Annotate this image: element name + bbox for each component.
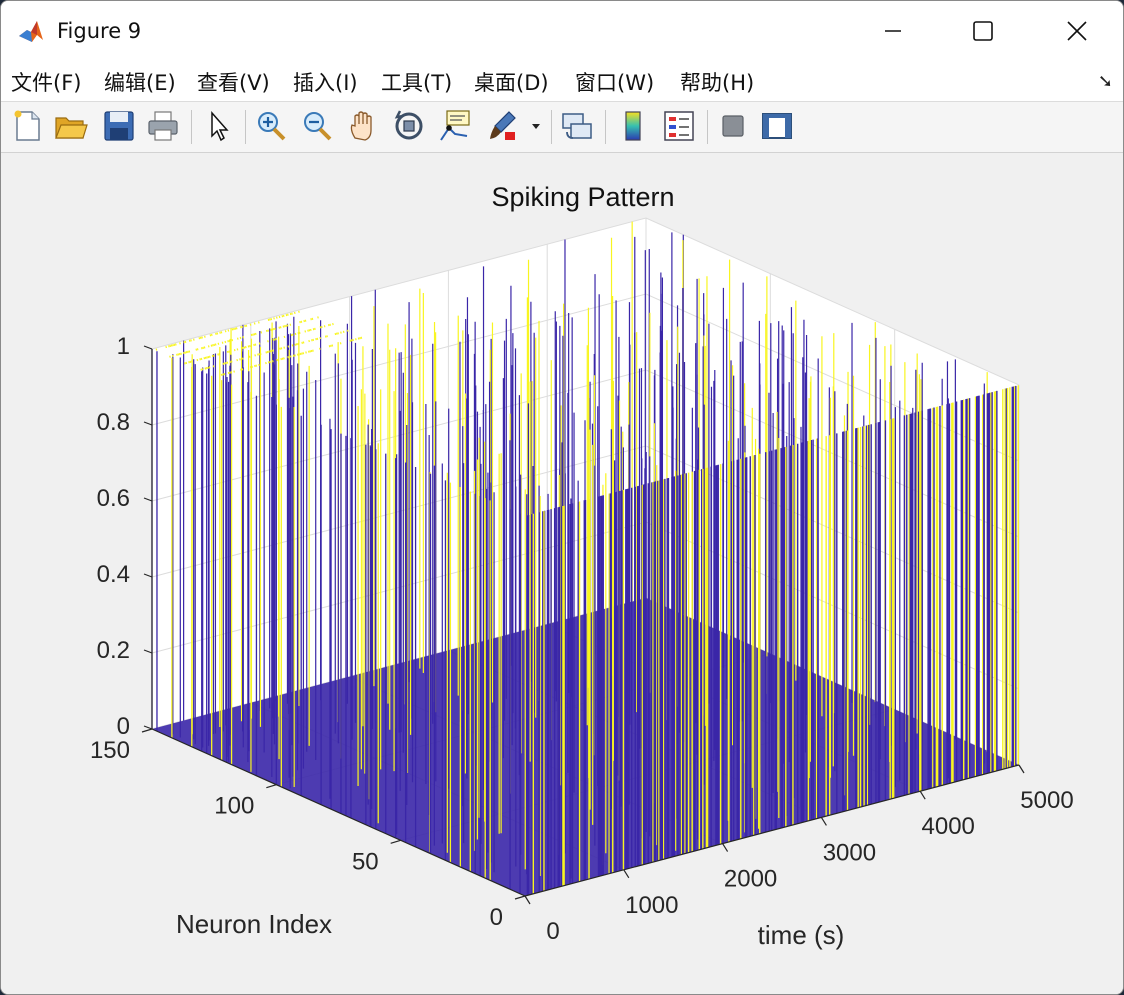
z-tick-label: 0.4 <box>97 561 130 588</box>
spike-surface <box>151 221 1019 896</box>
tick-labels: 01000200030004000500005010015000.20.40.6… <box>90 333 1074 945</box>
z-tick-label: 0 <box>117 713 130 740</box>
link-plot-icon[interactable] <box>559 108 595 144</box>
z-tick-label: 1 <box>117 333 130 360</box>
z-tick-label: 0.8 <box>97 409 130 436</box>
new-figure-icon[interactable] <box>9 108 45 144</box>
maximize-icon <box>973 21 993 41</box>
title-bar[interactable]: Figure 9 <box>1 1 1123 61</box>
x-tick-mark <box>623 869 630 879</box>
z-tick-mark <box>143 649 153 654</box>
y-tick-label: 0 <box>490 904 503 931</box>
x-axis-line <box>524 764 1020 897</box>
minimize-button[interactable] <box>847 1 939 61</box>
brush-icon[interactable] <box>485 108 521 144</box>
matlab-logo-icon <box>17 18 45 46</box>
spiking-pattern-3d-plot[interactable]: 01000200030004000500005010015000.20.40.6… <box>1 153 1123 994</box>
zoom-out-icon[interactable] <box>299 108 335 144</box>
data-cursor-icon[interactable] <box>437 108 473 144</box>
y-tick-label: 100 <box>214 793 254 820</box>
y-tick-label: 50 <box>352 848 379 875</box>
axes-box <box>141 345 1025 905</box>
menu-desktop[interactable]: 桌面(D) <box>474 71 549 95</box>
close-icon <box>1067 21 1087 41</box>
x-tick-label: 2000 <box>724 866 777 893</box>
menu-tools[interactable]: 工具(T) <box>381 71 453 95</box>
menu-help[interactable]: 帮助(H) <box>680 71 755 95</box>
edit-plot-arrow-icon[interactable] <box>201 108 237 144</box>
z-grid-line <box>151 293 1020 462</box>
z-tick-label: 0.6 <box>97 485 130 512</box>
z-tick-label: 0.2 <box>97 637 130 664</box>
z-tick-mark <box>143 725 153 730</box>
y-tick-mark <box>390 839 401 844</box>
print-icon[interactable] <box>145 108 181 144</box>
menu-insert[interactable]: 插入(I) <box>293 71 358 95</box>
y-axis-label: Neuron Index <box>176 909 332 939</box>
z-tick-mark <box>143 497 153 502</box>
x-tick-mark <box>1018 764 1025 774</box>
x-tick-mark <box>722 843 729 852</box>
z-tick-mark <box>143 421 153 426</box>
colorbar-icon[interactable] <box>615 108 651 144</box>
figure-toolbar <box>1 102 1123 153</box>
legend-icon[interactable] <box>661 108 697 144</box>
z-tick-mark <box>143 345 153 350</box>
x-tick-label: 0 <box>546 918 559 945</box>
menu-edit[interactable]: 编辑(E) <box>104 71 176 95</box>
open-file-icon[interactable] <box>53 108 89 144</box>
back-wall-x <box>646 218 1019 765</box>
y-axis-line <box>151 728 526 897</box>
x-tick-label: 5000 <box>1020 787 1073 814</box>
zoom-in-icon[interactable] <box>253 108 289 144</box>
y-tick-mark <box>514 895 526 900</box>
z-grid-line <box>151 369 1020 538</box>
rotate-3d-icon[interactable] <box>391 108 427 144</box>
undock-arrow-icon[interactable]: ➘ <box>1097 71 1113 91</box>
menu-file[interactable]: 文件(F) <box>11 71 82 95</box>
hide-plot-tools-icon[interactable] <box>715 108 751 144</box>
z-tick-mark <box>143 573 153 578</box>
x-axis-label: time (s) <box>758 920 845 950</box>
menu-view[interactable]: 查看(V) <box>197 71 270 95</box>
x-tick-mark <box>919 790 926 800</box>
x-tick-label: 3000 <box>823 839 876 866</box>
chart-title: Spiking Pattern <box>491 182 674 212</box>
maximize-button[interactable] <box>937 1 1029 61</box>
x-tick-label: 4000 <box>922 813 975 840</box>
y-tick-label: 150 <box>90 737 130 764</box>
x-tick-mark <box>524 895 531 905</box>
show-plot-tools-icon[interactable] <box>759 108 795 144</box>
z-grid-line <box>151 445 1020 614</box>
figure-canvas[interactable]: 0 1000 2000 3000 4000 5000 0 50 100 150 0 0.2 0.4 0.6… <box>1 153 1123 994</box>
x-tick-mark <box>820 817 827 826</box>
close-button[interactable] <box>1031 1 1123 61</box>
menu-bar: 文件(F) 编辑(E) 查看(V) 插入(I) 工具(T) 桌面(D) 窗口(W… <box>1 61 1123 102</box>
menu-window[interactable]: 窗口(W) <box>575 71 655 95</box>
pan-hand-icon[interactable] <box>345 108 381 144</box>
save-icon[interactable] <box>101 108 137 144</box>
minimize-icon <box>885 30 901 32</box>
y-tick-mark <box>141 728 153 733</box>
z-grid-line <box>151 217 1020 386</box>
y-tick-mark <box>266 784 277 789</box>
x-tick-label: 1000 <box>625 892 678 919</box>
brush-dropdown-icon[interactable] <box>529 108 543 144</box>
window-title: Figure 9 <box>57 19 142 43</box>
